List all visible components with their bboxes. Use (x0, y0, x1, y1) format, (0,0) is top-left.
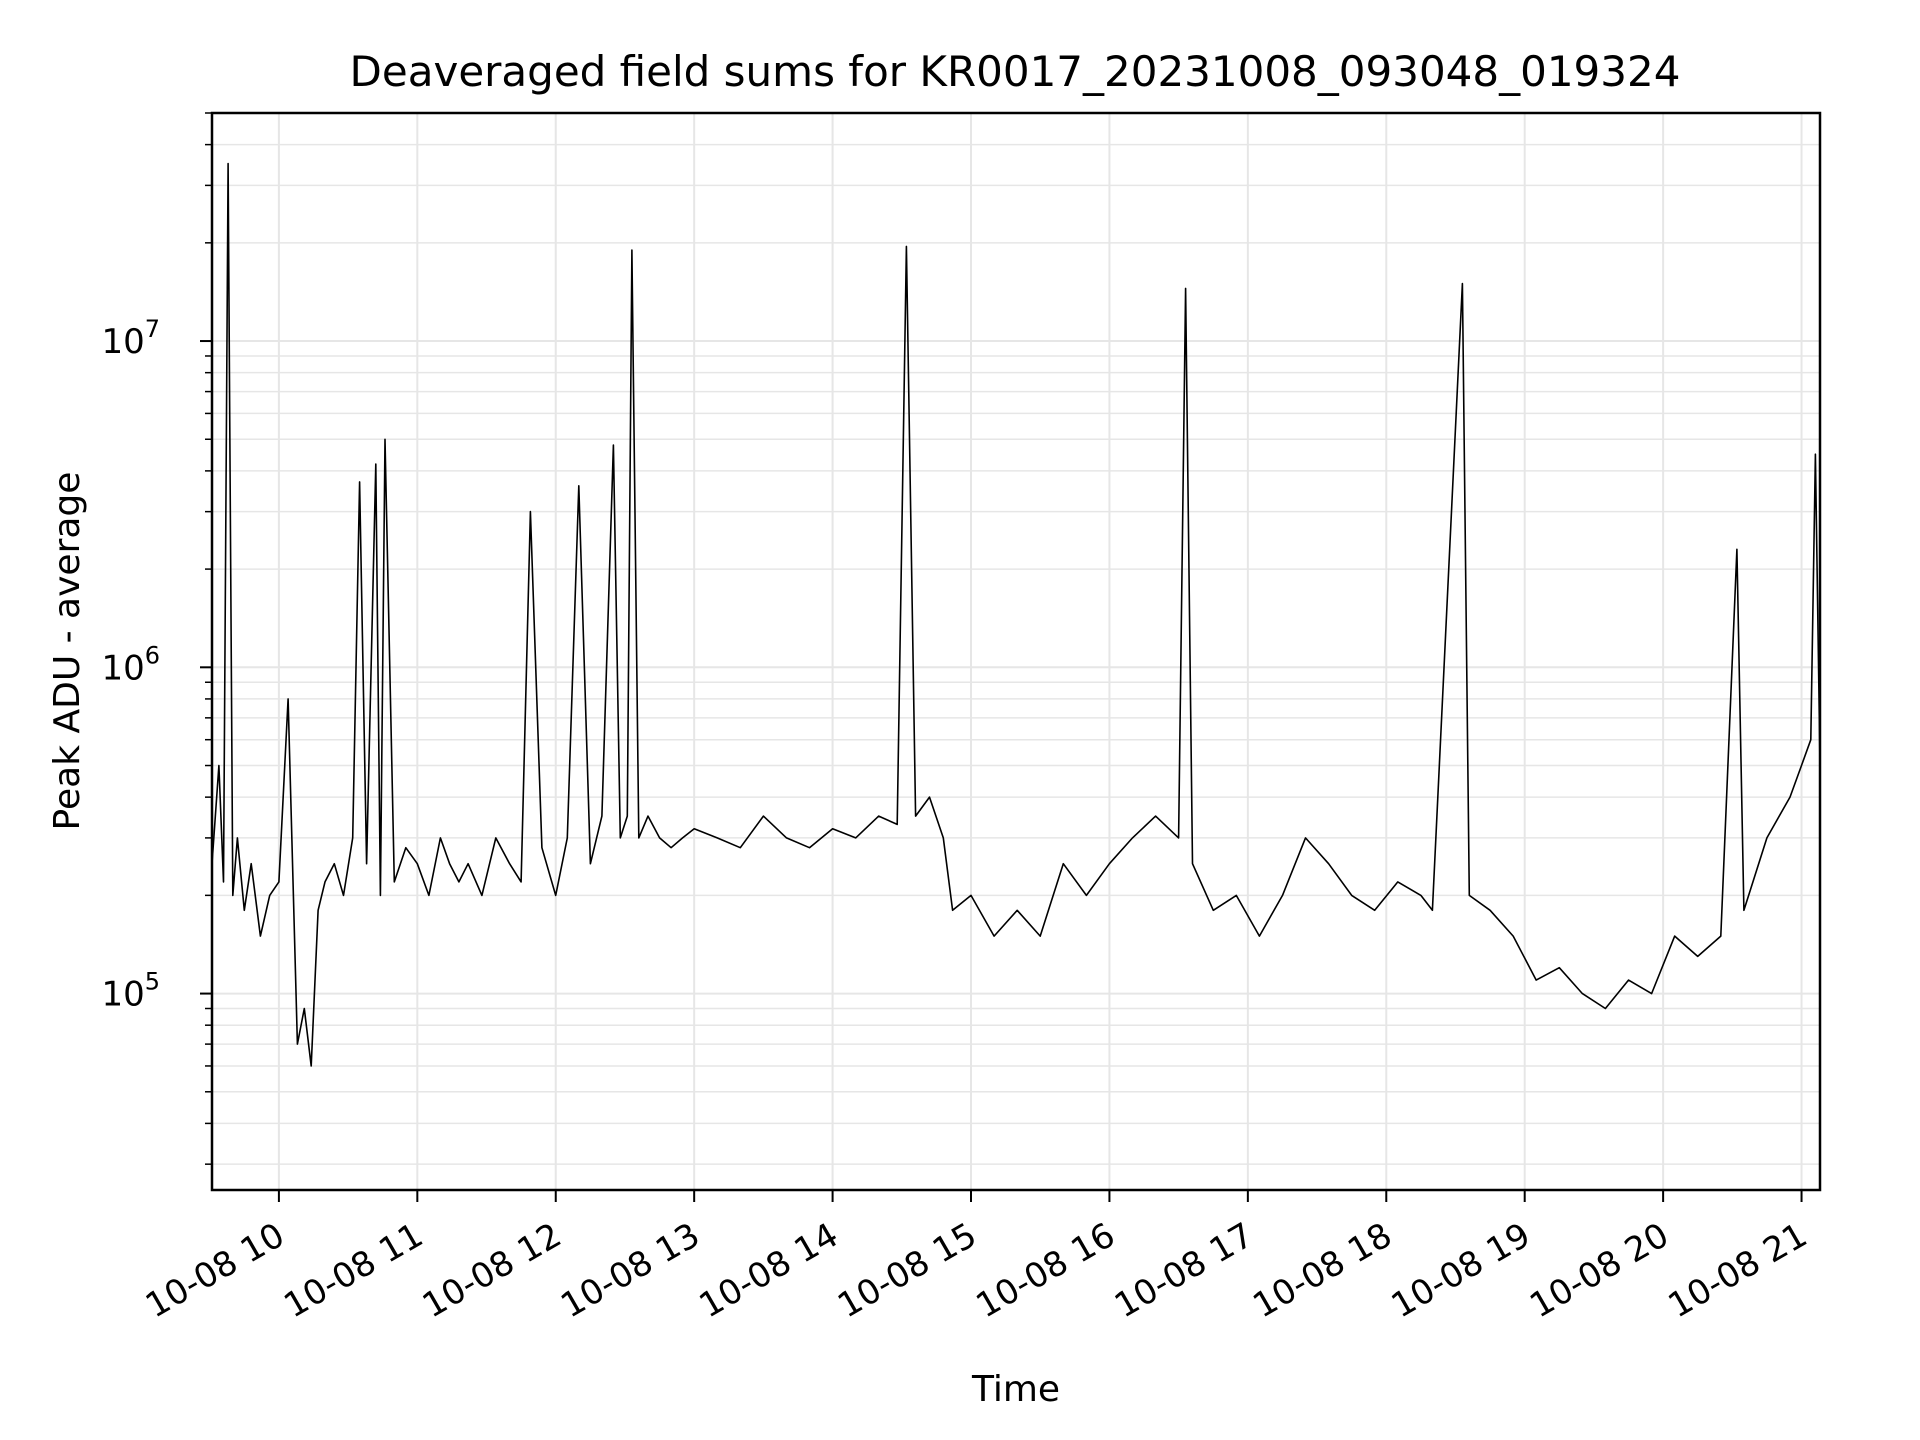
x-tick-label: 10-08 15 (831, 1215, 983, 1326)
x-tick-label: 10-08 17 (1108, 1215, 1260, 1326)
chart-title: Deaveraged field sums for KR0017_2023100… (350, 47, 1681, 96)
x-tick-label: 10-08 21 (1662, 1215, 1814, 1326)
y-axis-label: Peak ADU - average (47, 472, 88, 831)
y-tick-base: 10 (101, 322, 144, 362)
series-layer (211, 162, 1821, 1067)
x-tick-label: 10-08 18 (1246, 1215, 1398, 1326)
x-tick-label: 10-08 10 (139, 1215, 291, 1326)
y-tick-label: 106 (101, 641, 160, 688)
x-tick-label: 10-08 13 (554, 1215, 706, 1326)
plot-frame (210, 111, 1822, 1192)
y-tick-exponent: 5 (145, 968, 160, 996)
y-tick-label: 107 (101, 315, 160, 362)
y-tick-base: 10 (101, 648, 144, 688)
y-tick-exponent: 6 (145, 641, 160, 669)
x-tick-label: 10-08 19 (1385, 1215, 1537, 1326)
x-tick-label: 10-08 14 (693, 1215, 845, 1326)
grid-layer (212, 112, 1820, 1190)
x-axis-label: Time (971, 1369, 1060, 1410)
y-tick-label: 105 (101, 968, 160, 1015)
x-tick-label: 10-08 12 (416, 1215, 568, 1326)
x-tick-label: 10-08 16 (970, 1215, 1122, 1326)
y-tick-exponent: 7 (145, 315, 160, 343)
x-tick-label: 10-08 11 (277, 1215, 429, 1326)
x-tick-label: 10-08 20 (1523, 1215, 1675, 1326)
y-tick-base: 10 (101, 975, 144, 1015)
series-line (211, 162, 1821, 1067)
